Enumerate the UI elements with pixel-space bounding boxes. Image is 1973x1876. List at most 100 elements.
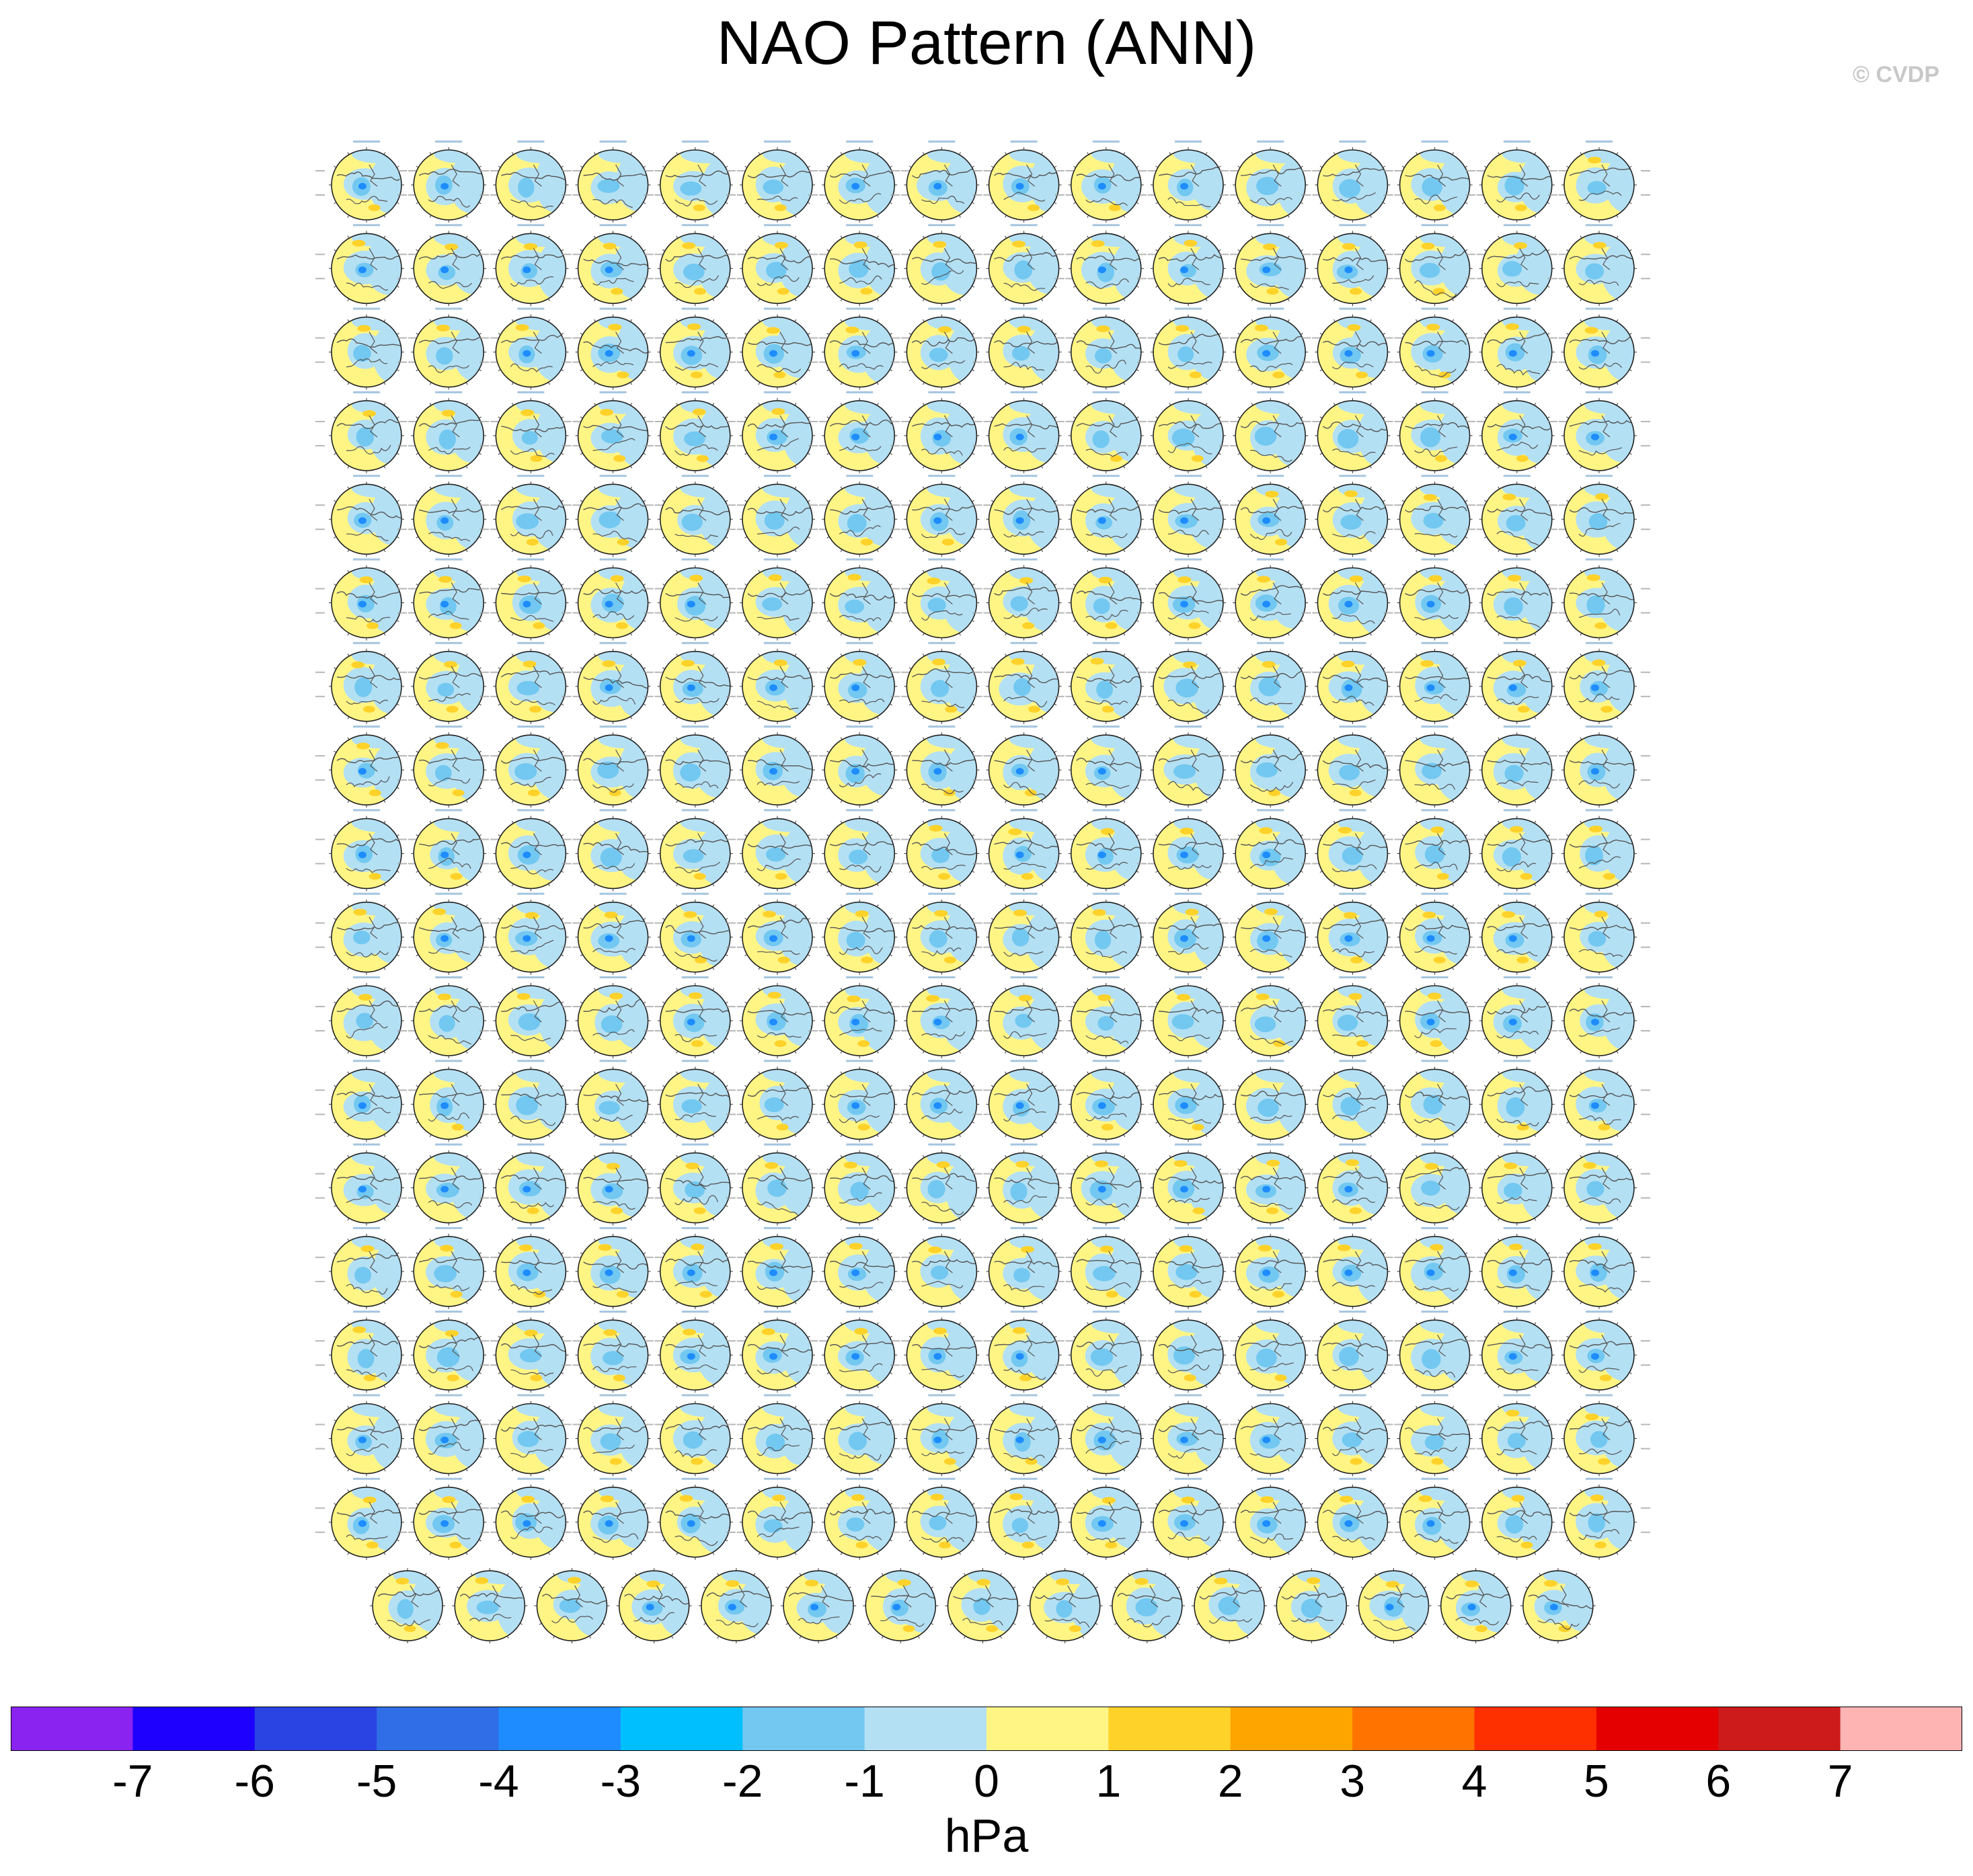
nao-map-panel bbox=[890, 391, 993, 473]
nao-map-panel bbox=[562, 307, 664, 390]
nao-map-panel bbox=[562, 809, 664, 892]
nao-map-panel bbox=[726, 307, 828, 390]
nao-map-panel bbox=[479, 391, 582, 473]
nao-map-panel bbox=[1465, 809, 1568, 892]
nao-map-panel bbox=[808, 307, 911, 390]
colorbar-swatch bbox=[1718, 1707, 1841, 1751]
nao-map-panel bbox=[479, 1060, 582, 1142]
nao-map-panel bbox=[1383, 391, 1486, 473]
nao-map-panel bbox=[1383, 475, 1486, 557]
nao-map-panel bbox=[1054, 976, 1157, 1058]
colorbar-tick-label: 1 bbox=[1095, 1756, 1122, 1807]
colorbar-swatch bbox=[1474, 1707, 1597, 1751]
nao-map-panel bbox=[397, 224, 500, 307]
nao-map-panel bbox=[562, 558, 664, 641]
nao-map-panel bbox=[1219, 224, 1322, 307]
nao-map-panel bbox=[808, 1477, 911, 1560]
nao-map-panel bbox=[315, 475, 418, 557]
nao-map-panel bbox=[562, 641, 664, 724]
nao-map-panel bbox=[808, 1394, 911, 1477]
nao-map-panel bbox=[1383, 141, 1486, 223]
nao-map-panel bbox=[644, 558, 746, 641]
nao-map-panel bbox=[1548, 1226, 1650, 1309]
nao-map-panel bbox=[1548, 1477, 1650, 1560]
nao-map-panel bbox=[1219, 892, 1322, 975]
nao-map-panel bbox=[479, 976, 582, 1058]
nao-map-panel bbox=[1054, 641, 1157, 724]
nao-map-panel bbox=[1465, 1477, 1568, 1560]
nao-map-panel bbox=[726, 558, 828, 641]
nao-map-panel bbox=[1137, 726, 1239, 808]
nao-map-panel bbox=[562, 391, 664, 473]
nao-map-panel bbox=[1301, 976, 1404, 1058]
nao-map-panel bbox=[397, 976, 500, 1058]
nao-map-panel bbox=[397, 809, 500, 892]
nao-map-panel bbox=[1219, 1477, 1322, 1560]
nao-map-panel bbox=[1109, 1568, 1185, 1644]
nao-map-panel bbox=[1054, 1143, 1157, 1226]
nao-map-panel bbox=[397, 1143, 500, 1226]
nao-map-panel bbox=[1054, 892, 1157, 975]
nao-map-panel bbox=[479, 141, 582, 223]
nao-map-panel bbox=[1548, 1311, 1650, 1393]
nao-map-panel bbox=[726, 726, 828, 808]
nao-map-panel bbox=[1548, 976, 1650, 1058]
nao-map-panel bbox=[1383, 641, 1486, 724]
nao-map-panel bbox=[890, 892, 993, 975]
colorbar-tick-label: -6 bbox=[234, 1756, 275, 1807]
nao-map-panel bbox=[1219, 475, 1322, 557]
nao-map-panel bbox=[370, 1568, 446, 1644]
nao-map-panel bbox=[397, 391, 500, 473]
nao-map-panel bbox=[1465, 224, 1568, 307]
nao-map-panel bbox=[534, 1568, 610, 1644]
nao-map-panel bbox=[315, 1226, 418, 1309]
nao-map-panel bbox=[479, 1226, 582, 1309]
nao-map-panel bbox=[972, 892, 1075, 975]
nao-map-panel bbox=[890, 1226, 993, 1309]
nao-map-panel bbox=[1301, 558, 1404, 641]
nao-map-panel bbox=[644, 224, 746, 307]
nao-map-panel bbox=[644, 1311, 746, 1393]
nao-map-panel bbox=[315, 391, 418, 473]
nao-map-panel bbox=[1054, 1060, 1157, 1142]
nao-map-panel bbox=[562, 726, 664, 808]
nao-map-panel bbox=[644, 141, 746, 223]
nao-map-panel bbox=[890, 224, 993, 307]
colorbar-tick-label: 0 bbox=[974, 1756, 999, 1807]
nao-map-panel bbox=[1219, 1226, 1322, 1309]
nao-map-panel bbox=[397, 726, 500, 808]
nao-map-panel bbox=[808, 641, 911, 724]
nao-map-panel bbox=[1137, 1477, 1239, 1560]
nao-map-panel bbox=[644, 1477, 746, 1560]
colorbar-tick-label: -4 bbox=[478, 1756, 519, 1807]
nao-map-panel bbox=[1219, 558, 1322, 641]
nao-map-panel bbox=[1383, 1394, 1486, 1477]
nao-map-panel bbox=[1465, 391, 1568, 473]
nao-map-panel bbox=[726, 475, 828, 557]
nao-map-panel bbox=[315, 976, 418, 1058]
nao-map-panel bbox=[1137, 558, 1239, 641]
nao-map-panel bbox=[1383, 1477, 1486, 1560]
nao-map-panel bbox=[972, 726, 1075, 808]
nao-map-panel bbox=[726, 809, 828, 892]
nao-map-panel bbox=[1383, 726, 1486, 808]
nao-map-panel bbox=[1548, 892, 1650, 975]
nao-map-panel bbox=[1054, 1477, 1157, 1560]
nao-map-panel bbox=[890, 1477, 993, 1560]
nao-map-panel bbox=[644, 1226, 746, 1309]
nao-map-panel bbox=[808, 892, 911, 975]
nao-map-panel bbox=[315, 1060, 418, 1142]
nao-map-panel bbox=[1548, 809, 1650, 892]
nao-map-panel bbox=[479, 892, 582, 975]
nao-map-panel bbox=[315, 307, 418, 390]
nao-map-panel bbox=[479, 475, 582, 557]
nao-map-panel bbox=[479, 1143, 582, 1226]
nao-map-panel bbox=[1301, 726, 1404, 808]
nao-map-panel bbox=[479, 1394, 582, 1477]
nao-map-panel bbox=[644, 1394, 746, 1477]
nao-map-panel bbox=[1137, 1226, 1239, 1309]
nao-map-panel bbox=[1054, 1226, 1157, 1309]
nao-map-panel bbox=[1383, 809, 1486, 892]
nao-map-panel bbox=[1137, 641, 1239, 724]
nao-map-panel bbox=[1383, 307, 1486, 390]
